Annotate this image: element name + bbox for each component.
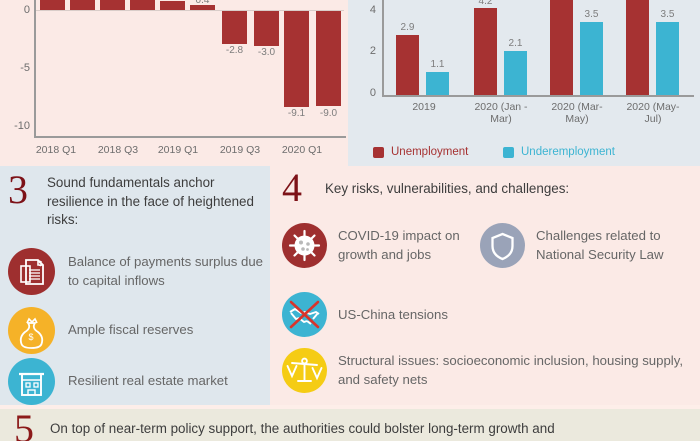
zero-line [36, 10, 344, 11]
value-label-2020q1: -9.1 [287, 108, 306, 119]
shield-icon [480, 223, 525, 268]
section-4-number: 4 [282, 165, 302, 210]
x-tick-2019q1: 2019 Q1 [157, 144, 199, 156]
bar-underemployment-2019 [426, 72, 449, 95]
x-tick-2019: 2019 [412, 101, 436, 113]
y-tick-neg5: -5 [20, 62, 30, 74]
bar-underemployment-2020marmay [580, 22, 603, 95]
x-tick-2019q3: 2019 Q3 [219, 144, 261, 156]
virus-icon [282, 223, 327, 268]
scales-icon [282, 348, 327, 393]
section-3-bullet-1-label: Balance of payments surplus due to capit… [68, 254, 263, 288]
money-bag-icon: $ [8, 307, 55, 354]
x-axis-line [34, 136, 346, 138]
unemployment-chart: 4 2 0 2.9 1.1 4.2 2.1 3.5 3.5 [348, 0, 700, 166]
x-tick-2020marmay: 2020 (Mar-May) [551, 101, 603, 125]
legend-swatch-underemployment [503, 146, 514, 158]
y-tick-0: 0 [369, 87, 376, 99]
section-4-bullet-structural-label: Structural issues: socioeconomic inclusi… [338, 353, 683, 387]
bar-2019q2 [190, 5, 215, 10]
section-3-heading: Sound fundamentals anchor resilience in … [47, 175, 254, 227]
bar-unemployment-2019 [396, 35, 419, 95]
section-4-panel: 4 Key risks, vulnerabilities, and challe… [270, 166, 700, 409]
bar-unemployment-2020janmar [474, 8, 497, 95]
bar-2018q4 [130, 0, 155, 10]
value-label-2019q1: 0.8 [156, 0, 189, 2]
value-label-underemployment-2019: 1.1 [430, 59, 445, 70]
y-tick-neg10: -10 [14, 120, 30, 132]
svg-text:$: $ [29, 332, 34, 342]
value-label-underemployment-2020marmay: 3.5 [584, 9, 599, 20]
bar-2019q1 [160, 1, 185, 10]
section-4-bullet-structural: Structural issues: socioeconomic inclusi… [282, 348, 700, 393]
y-tick-4: 4 [369, 4, 376, 16]
bar-2020q1 [284, 11, 309, 107]
value-label-unemployment-2020janmar: 4.2 [478, 0, 493, 7]
section-4-bullet-security-law: Challenges related to National Security … [480, 223, 695, 268]
bar-2018q1 [40, 0, 65, 10]
section-3-panel: 3 Sound fundamentals anchor resilience i… [0, 166, 270, 409]
x-tick-2020q1: 2020 Q1 [281, 144, 323, 156]
gdp-growth-chart: 0 -5 -10 0.8 0.4 -2.8 -3.0 -9.1 -9.0 [0, 0, 348, 166]
value-label-underemployment-2020mayjul: 3.5 [660, 9, 675, 20]
legend-label-unemployment: Unemployment [391, 146, 469, 158]
bar-2019q4 [254, 11, 279, 46]
y-tick-2: 2 [369, 45, 376, 57]
section-4-bullet-us-china-label: US-China tensions [338, 307, 448, 322]
x-tick-2018q1: 2018 Q1 [35, 144, 77, 156]
bar-2018q2 [70, 0, 95, 10]
section-4-bullet-covid: COVID-19 impact on growth and jobs [282, 223, 477, 268]
section-5-number: 5 [14, 406, 34, 441]
section-3-bullet-1: $ Balance of payments surplus due to cap… [8, 248, 266, 295]
bar-underemployment-2020mayjul [656, 22, 679, 95]
y-axis-line [34, 0, 36, 136]
section-3-bullet-3: Resilient real estate market [8, 358, 266, 405]
value-label-underemployment-2020janmar: 2.1 [508, 38, 523, 49]
section-5-band: 5 On top of near-term policy support, th… [0, 406, 700, 441]
y-tick-0: 0 [23, 4, 30, 16]
value-label-unemployment-2019: 2.9 [400, 22, 415, 33]
y-axis-line [382, 0, 384, 95]
bar-unemployment-2020marmay [550, 0, 573, 95]
section-5-text: On top of near-term policy support, the … [50, 421, 555, 436]
invoice-icon: $ [8, 248, 55, 295]
section-4-heading: Key risks, vulnerabilities, and challeng… [325, 181, 570, 196]
x-tick-2020janmar: 2020 (Jan - Mar) [474, 101, 528, 125]
building-icon [8, 358, 55, 405]
legend-unemployment: Unemployment [373, 146, 468, 158]
section-3-bullet-2: $ Ample fiscal reserves [8, 307, 266, 354]
value-label-2019q3: -2.8 [225, 45, 244, 56]
legend-swatch-unemployment [373, 146, 384, 158]
bar-2018q3 [100, 0, 125, 10]
x-tick-2020mayjul: 2020 (May-Jul) [626, 101, 680, 125]
bar-unemployment-2020mayjul [626, 0, 649, 95]
x-axis-line [382, 95, 694, 97]
value-label-2019q4: -3.0 [257, 47, 276, 58]
bar-2019q3 [222, 11, 247, 44]
x-tick-2018q3: 2018 Q3 [97, 144, 139, 156]
section-3-bullet-3-label: Resilient real estate market [68, 373, 228, 388]
legend-label-underemployment: Underemployment [521, 146, 615, 158]
svg-text:$: $ [39, 261, 43, 268]
section-divider [0, 405, 700, 409]
charts-row: 0 -5 -10 0.8 0.4 -2.8 -3.0 -9.1 -9.0 [0, 0, 700, 166]
section-4-bullet-us-china: US-China tensions [282, 292, 532, 337]
value-label-2020q2: -9.0 [319, 108, 338, 119]
value-label-2019q2: 0.4 [195, 0, 210, 6]
section-3-bullet-2-label: Ample fiscal reserves [68, 322, 194, 337]
section-4-bullet-security-law-label: Challenges related to National Security … [536, 228, 664, 262]
section-3-number: 3 [8, 167, 28, 212]
section-4-bullet-covid-label: COVID-19 impact on growth and jobs [338, 228, 460, 262]
bar-underemployment-2020janmar [504, 51, 527, 95]
legend-underemployment: Underemployment [503, 146, 615, 158]
no-handshake-icon [282, 292, 327, 337]
bar-2020q2 [316, 11, 341, 106]
